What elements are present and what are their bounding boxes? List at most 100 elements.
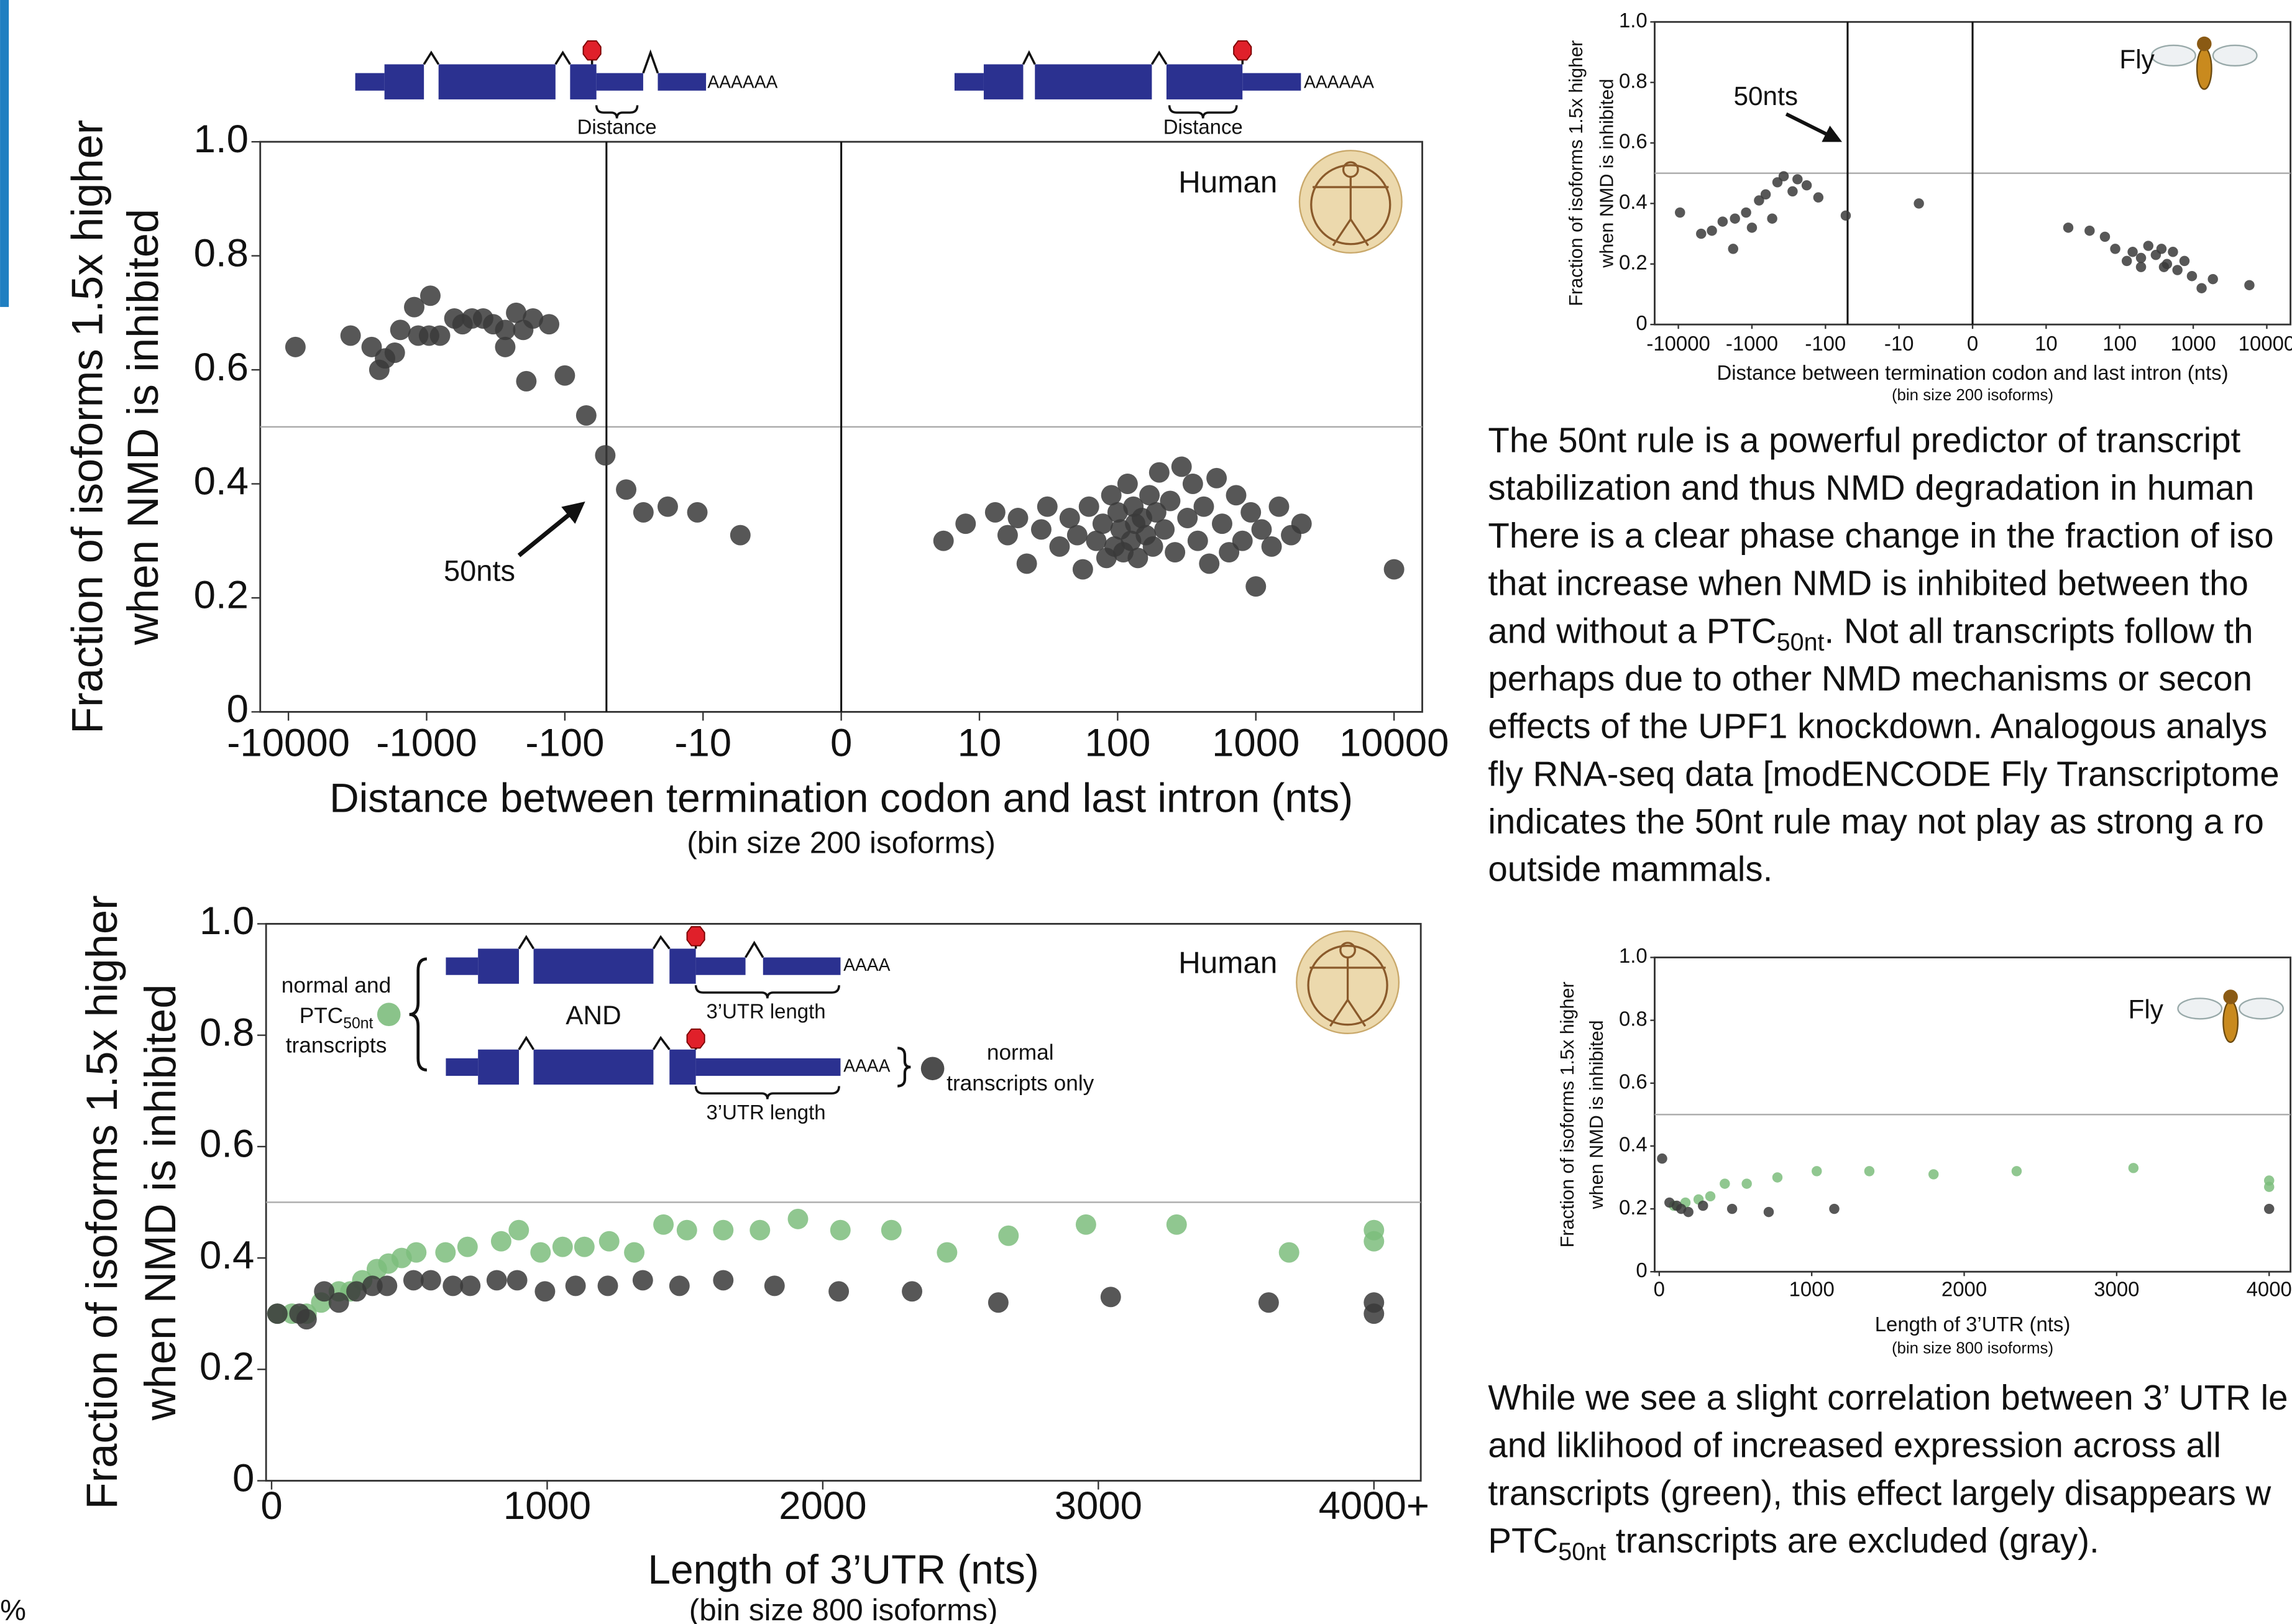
point <box>1720 1178 1730 1189</box>
polya-label: AAAA <box>843 955 890 975</box>
point <box>1792 174 1803 185</box>
point <box>984 502 1006 523</box>
point <box>2158 262 2170 272</box>
stop-codons <box>686 926 705 1049</box>
point <box>1787 186 1798 197</box>
point <box>1142 536 1163 557</box>
point <box>1698 1200 1708 1211</box>
point <box>1364 1303 1385 1324</box>
point <box>2143 241 2154 251</box>
point <box>384 342 405 363</box>
x-tick-label: 10000 <box>1339 721 1449 764</box>
point <box>1251 519 1272 540</box>
paragraph-line: While we see a slight correlation betwee… <box>1488 1378 2288 1417</box>
point <box>2121 255 2132 267</box>
point <box>1177 508 1198 528</box>
point <box>998 1225 1019 1246</box>
point <box>1778 171 1789 181</box>
point <box>955 513 976 534</box>
point <box>460 1275 481 1296</box>
point <box>2263 1203 2275 1214</box>
point <box>362 1275 383 1296</box>
point <box>1030 519 1052 540</box>
point <box>1016 553 1037 574</box>
stop-codons <box>582 40 1252 61</box>
paragraph-line-part: 50nt <box>1777 629 1825 656</box>
point <box>1154 519 1175 540</box>
utr-label: 3’UTR length <box>706 1000 825 1023</box>
point <box>328 1292 349 1313</box>
point <box>830 1219 851 1241</box>
y-tick-label: 0 <box>1636 1259 1647 1282</box>
x-tick-label: 4000+ <box>1319 1484 1429 1528</box>
distance-label: Distance <box>1163 116 1243 139</box>
point <box>418 325 439 346</box>
point <box>513 319 534 341</box>
point <box>285 336 306 357</box>
human-picture <box>1298 150 1403 254</box>
paragraph-line: perhaps due to other NMD mechanisms or s… <box>1488 659 2252 698</box>
legend-swatch <box>920 1057 945 1081</box>
connector-label: AND <box>566 1001 621 1030</box>
paragraph-line: There is a clear phase change in the fra… <box>1488 516 2273 555</box>
point <box>2099 231 2111 242</box>
legend-label-part: 50nt <box>343 1015 373 1032</box>
y-tick-label: 0.4 <box>199 1234 254 1277</box>
y-tick-label: 0.4 <box>194 459 249 503</box>
point <box>1182 474 1203 494</box>
point <box>1007 508 1029 528</box>
point <box>658 496 678 517</box>
point <box>1075 1214 1096 1235</box>
point <box>1383 559 1405 580</box>
point <box>1127 548 1148 569</box>
point <box>2063 222 2074 233</box>
distance-label: Distance <box>577 116 657 139</box>
point <box>1160 490 1181 512</box>
point <box>457 1236 478 1257</box>
y-tick-label: 0 <box>1636 311 1647 334</box>
point <box>1813 192 1824 203</box>
point <box>1107 502 1128 523</box>
point <box>1928 1169 1939 1180</box>
point <box>787 1208 809 1229</box>
point <box>1171 456 1192 477</box>
y-axis-label: Fraction of isoforms 1.5x higher <box>63 120 112 734</box>
point <box>495 336 516 357</box>
point <box>1364 1231 1385 1252</box>
subtitle: (bin size 200 isoforms) <box>1892 387 2053 404</box>
x-tick-label: 10 <box>2035 332 2058 355</box>
y-tick-label: 0.6 <box>199 1122 254 1166</box>
paragraph-line-part: and without a PTC <box>1488 611 1776 650</box>
polya-label: AAAAAA <box>1304 72 1374 92</box>
point <box>403 1270 424 1291</box>
point <box>937 1242 958 1263</box>
point <box>1199 553 1220 574</box>
point <box>1261 536 1282 557</box>
point <box>442 1275 464 1296</box>
y-axis-label: when NMD is inhibited <box>118 209 167 646</box>
point <box>1683 1206 1694 1218</box>
point <box>574 1236 595 1257</box>
point <box>1760 189 1771 200</box>
point <box>2127 247 2138 257</box>
point <box>1166 1214 1187 1235</box>
point <box>575 405 597 426</box>
point <box>1165 542 1186 563</box>
point <box>1187 530 1208 551</box>
x-tick-label: 1000 <box>1212 721 1300 764</box>
legend-label: PTC50nt <box>300 1004 374 1032</box>
point <box>633 502 654 523</box>
point <box>1726 1203 1738 1214</box>
point <box>508 1219 529 1241</box>
y-tick-label: 0.4 <box>1619 1133 1648 1156</box>
y-tick-label: 0 <box>232 1456 254 1500</box>
x-tick-label: 0 <box>830 721 852 764</box>
x-tick-label: 2000 <box>1941 1277 1987 1300</box>
footer: % <box>0 1594 26 1624</box>
paragraph-line: PTC50nt transcripts are excluded (gray). <box>1488 1521 2099 1566</box>
y-tick-label: 0.8 <box>194 231 249 275</box>
point <box>713 1219 734 1241</box>
point <box>1240 502 1262 523</box>
point <box>1763 1206 1774 1218</box>
